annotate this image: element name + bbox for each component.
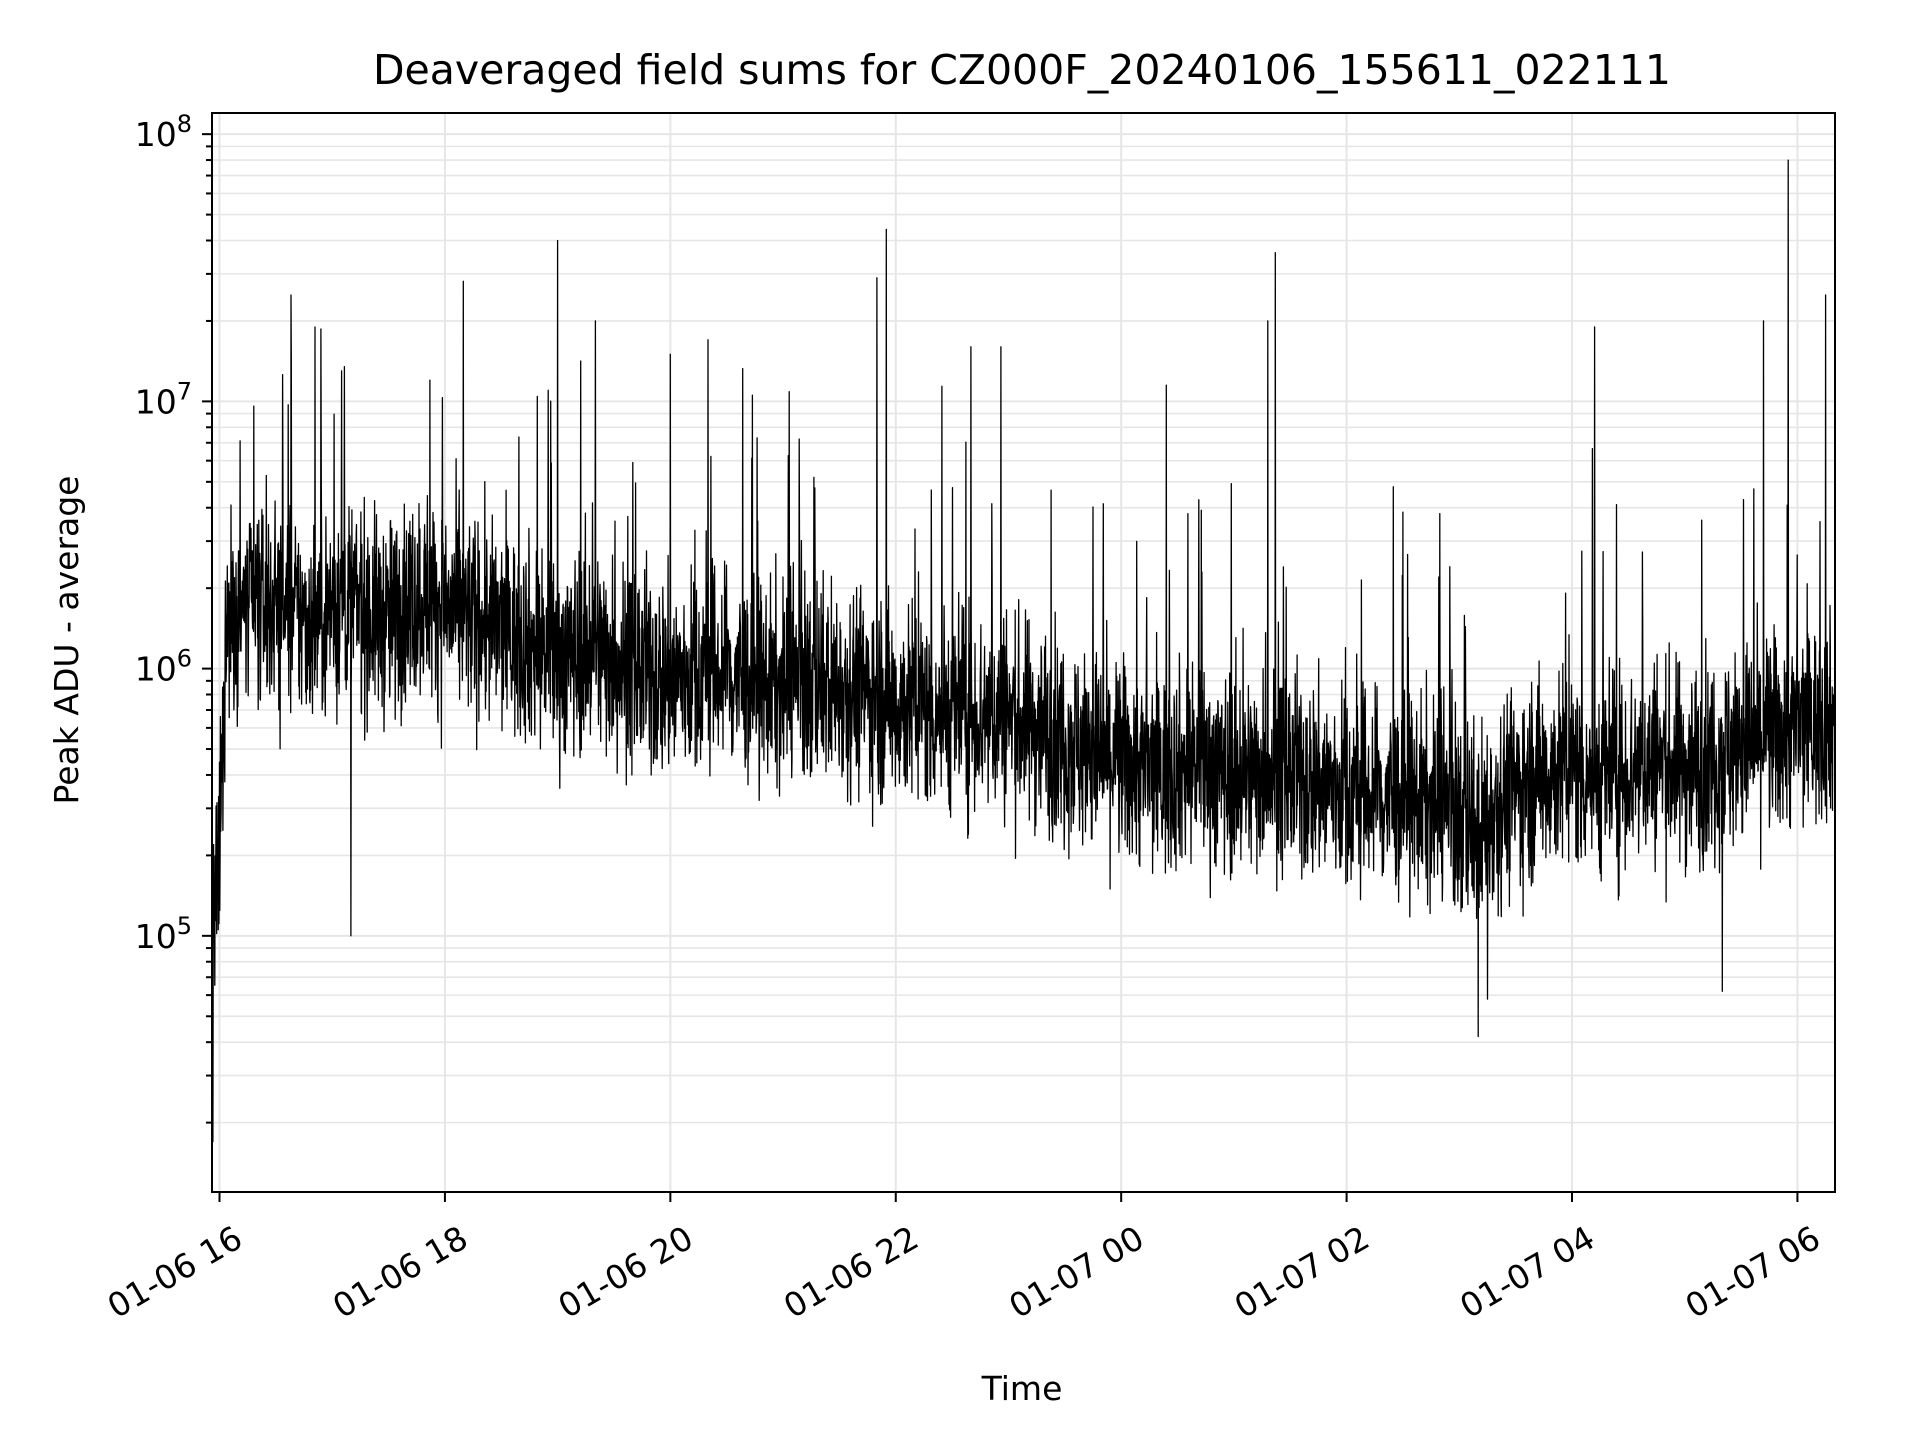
y-tick-exponent: 6 xyxy=(177,645,192,673)
x-axis-label: Time xyxy=(981,1369,1063,1408)
y-tick-label: 106 xyxy=(135,645,192,689)
grid xyxy=(212,113,1835,1192)
y-tick-label: 108 xyxy=(135,110,192,154)
y-tick-base: 10 xyxy=(135,917,177,956)
chart-title: Deaveraged field sums for CZ000F_2024010… xyxy=(373,46,1671,94)
y-tick-exponent: 8 xyxy=(177,110,192,138)
y-tick-base: 10 xyxy=(135,382,177,421)
y-tick-base: 10 xyxy=(135,650,177,689)
series-line xyxy=(211,159,1836,1143)
y-tick-exponent: 5 xyxy=(177,912,192,940)
y-tick-base: 10 xyxy=(135,115,177,154)
y-tick-label: 107 xyxy=(135,377,192,421)
y-tick-exponent: 7 xyxy=(177,377,192,405)
y-tick-label: 105 xyxy=(135,912,192,956)
y-axis-label: Peak ADU - average xyxy=(47,476,86,805)
data-series xyxy=(211,159,1836,1143)
plot-frame xyxy=(211,112,1836,1193)
